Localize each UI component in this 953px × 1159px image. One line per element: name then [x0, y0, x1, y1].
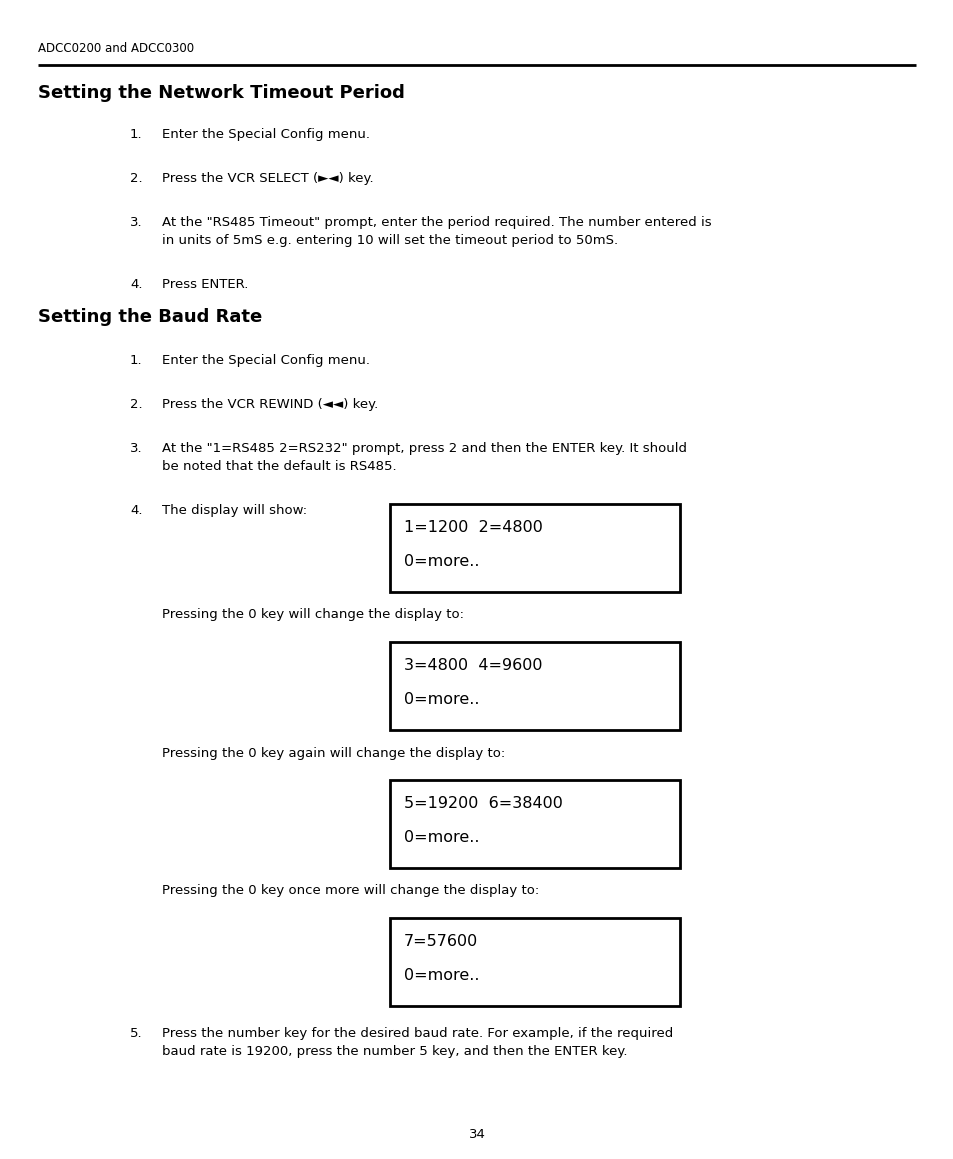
Text: Pressing the 0 key again will change the display to:: Pressing the 0 key again will change the… [162, 748, 505, 760]
Text: 0=more..: 0=more.. [403, 692, 479, 707]
Bar [390, 642, 679, 730]
Text: baud rate is 19200, press the number 5 key, and then the ENTER key.: baud rate is 19200, press the number 5 k… [162, 1045, 627, 1058]
Text: 2.: 2. [130, 398, 143, 411]
Text: Press the number key for the desired baud rate. For example, if the required: Press the number key for the desired bau… [162, 1027, 673, 1040]
Text: 3=4800  4=9600: 3=4800 4=9600 [403, 658, 542, 673]
Text: Press the VCR SELECT (►◄) key.: Press the VCR SELECT (►◄) key. [162, 172, 374, 185]
Bar [390, 504, 679, 592]
Text: 7=57600: 7=57600 [403, 934, 477, 949]
Bar [390, 780, 679, 868]
Text: be noted that the default is RS485.: be noted that the default is RS485. [162, 460, 396, 473]
Text: 0=more..: 0=more.. [403, 968, 479, 983]
Text: 1.: 1. [130, 127, 143, 141]
Text: Setting the Baud Rate: Setting the Baud Rate [38, 308, 262, 326]
Text: ADCC0200 and ADCC0300: ADCC0200 and ADCC0300 [38, 42, 193, 54]
Text: 4.: 4. [130, 278, 142, 291]
Text: Enter the Special Config menu.: Enter the Special Config menu. [162, 127, 370, 141]
Text: 3.: 3. [130, 216, 143, 229]
Text: Press ENTER.: Press ENTER. [162, 278, 248, 291]
Text: 1.: 1. [130, 353, 143, 367]
Text: 3.: 3. [130, 442, 143, 455]
Text: in units of 5mS e.g. entering 10 will set the timeout period to 50mS.: in units of 5mS e.g. entering 10 will se… [162, 234, 618, 247]
Text: Press the VCR REWIND (◄◄) key.: Press the VCR REWIND (◄◄) key. [162, 398, 377, 411]
Text: 5=19200  6=38400: 5=19200 6=38400 [403, 796, 562, 811]
Text: Pressing the 0 key will change the display to:: Pressing the 0 key will change the displ… [162, 608, 463, 621]
Text: At the "1=RS485 2=RS232" prompt, press 2 and then the ENTER key. It should: At the "1=RS485 2=RS232" prompt, press 2… [162, 442, 686, 455]
Text: The display will show:: The display will show: [162, 504, 307, 517]
Text: 34: 34 [468, 1128, 485, 1140]
Text: 5.: 5. [130, 1027, 143, 1040]
Text: 4.: 4. [130, 504, 142, 517]
Bar [390, 918, 679, 1006]
Text: 2.: 2. [130, 172, 143, 185]
Text: 0=more..: 0=more.. [403, 830, 479, 845]
Text: Setting the Network Timeout Period: Setting the Network Timeout Period [38, 83, 404, 102]
Text: 1=1200  2=4800: 1=1200 2=4800 [403, 520, 542, 535]
Text: Pressing the 0 key once more will change the display to:: Pressing the 0 key once more will change… [162, 884, 538, 897]
Text: 0=more..: 0=more.. [403, 554, 479, 569]
Text: Enter the Special Config menu.: Enter the Special Config menu. [162, 353, 370, 367]
Text: At the "RS485 Timeout" prompt, enter the period required. The number entered is: At the "RS485 Timeout" prompt, enter the… [162, 216, 711, 229]
